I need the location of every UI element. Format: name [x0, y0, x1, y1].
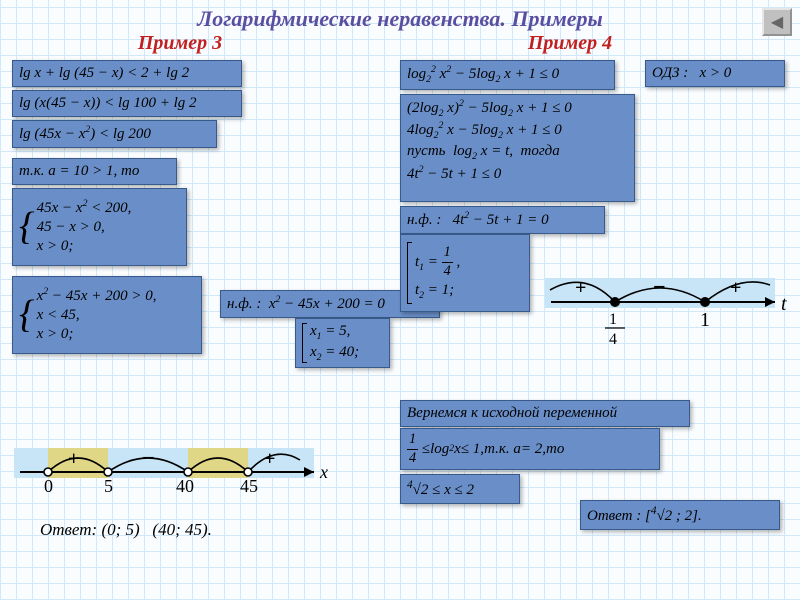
ex4-roots: t1 = 14 , t2 = 1;	[400, 234, 530, 312]
svg-text:−: −	[142, 445, 155, 470]
ex4-steps: (2log2 x)2 − 5log2 x + 1 ≤ 0 4log22 x − …	[400, 94, 635, 202]
ex4-final: 4√2 ≤ x ≤ 2	[400, 474, 520, 504]
svg-text:1: 1	[700, 309, 710, 331]
ex3-system2: { x2 − 45x + 200 > 0, x < 45, x > 0;	[12, 276, 202, 354]
ex4-nf: н.ф. : 4t2 − 5t + 1 = 0	[400, 206, 605, 234]
ex4-step1: log22 x2 − 5log2 x + 1 ≤ 0	[400, 60, 615, 90]
ex3-step2: lg (x(45 − x)) < lg 100 + lg 2	[12, 90, 242, 117]
ex4-answer: Ответ : [4√2 ; 2].	[580, 500, 780, 530]
ex4-backline: 14 ≤ log2 x ≤ 1, т.к. a = 2, то	[400, 428, 660, 470]
ex3-title: Пример 3	[80, 32, 280, 55]
svg-text:−: −	[653, 274, 666, 299]
svg-text:40: 40	[176, 476, 194, 496]
ex3-base-note: т.к. a = 10 > 1, то	[12, 158, 177, 185]
svg-text:+: +	[575, 277, 586, 299]
svg-text:+: +	[68, 448, 79, 470]
svg-text:4: 4	[609, 331, 617, 348]
svg-text:t: t	[781, 293, 787, 315]
svg-text:45: 45	[240, 476, 258, 496]
page-title: Логарифмические неравенства. Примеры	[0, 0, 800, 32]
ex3-answer: Ответ: (0; 5) (40; 45).	[40, 520, 212, 540]
svg-text:0: 0	[44, 476, 53, 496]
svg-text:+: +	[264, 448, 275, 470]
ex3-step1: lg x + lg (45 − x) < 2 + lg 2	[12, 60, 242, 87]
ex4-odz: ОДЗ : x > 0	[645, 60, 785, 87]
ex4-title: Пример 4	[470, 32, 670, 55]
ex3-nf-roots: x1 = 5, x2 = 40;	[295, 318, 390, 368]
svg-text:1: 1	[609, 311, 617, 328]
ex3-system1: { 45x − x2 < 200, 45 − x > 0, x > 0;	[12, 188, 187, 266]
ex4-numberline: + − + 1 t 1 4	[545, 260, 795, 350]
svg-text:5: 5	[104, 476, 113, 496]
ex4-return: Вернемся к исходной переменной	[400, 400, 690, 427]
svg-text:+: +	[730, 277, 741, 299]
ex3-numberline: + − + 0 5 40 45 x	[14, 430, 334, 500]
svg-text:x: x	[319, 462, 328, 482]
back-nav-button[interactable]: ◀	[762, 8, 792, 36]
ex3-step3: lg (45x − x2) < lg 200	[12, 120, 217, 148]
back-icon: ◀	[771, 12, 783, 32]
